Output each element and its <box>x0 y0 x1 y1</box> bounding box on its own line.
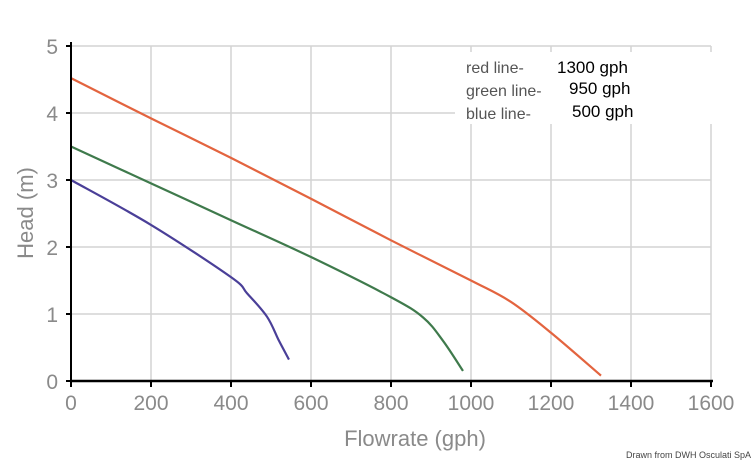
x-tick-label: 200 <box>133 392 168 415</box>
x-tick-label: 800 <box>373 392 408 415</box>
y-tick-label: 1 <box>46 304 58 327</box>
y-tick-label: 0 <box>46 371 58 394</box>
blue-line-series <box>70 179 290 361</box>
y-tick-label: 4 <box>46 103 58 126</box>
y-axis-label: Head (m) <box>13 167 38 259</box>
legend-label-green: green line- <box>466 83 542 100</box>
red-line-series <box>70 77 602 377</box>
x-tick-label: 1000 <box>448 392 495 415</box>
legend-value-green: 950 gph <box>569 79 630 98</box>
y-tick-label: 2 <box>46 237 58 260</box>
axes: 0 200 400 600 800 1000 1200 1400 1600 0 1 2 3 4 5 <box>46 36 734 415</box>
x-tick-label: 1400 <box>608 392 655 415</box>
legend-box <box>455 52 717 124</box>
legend-label-red: red line- <box>466 60 524 77</box>
x-axis-label: Flowrate (gph) <box>344 426 486 451</box>
y-tick-label: 3 <box>46 170 58 193</box>
x-tick-label: 600 <box>293 392 328 415</box>
x-tick-label: 0 <box>65 392 77 415</box>
x-tick-label: 1600 <box>688 392 735 415</box>
x-tick-label: 400 <box>213 392 248 415</box>
legend: red line- 1300 gph green line- 950 gph b… <box>455 52 717 124</box>
legend-label-blue: blue line- <box>466 106 531 123</box>
legend-value-blue: 500 gph <box>572 102 633 121</box>
credit-text: Drawn from DWH Osculati SpA <box>626 450 751 460</box>
series-lines <box>70 77 602 377</box>
green-line-series <box>70 145 464 372</box>
legend-value-red: 1300 gph <box>557 58 628 77</box>
x-tick-label: 1200 <box>528 392 575 415</box>
y-tick-label: 5 <box>46 36 58 59</box>
